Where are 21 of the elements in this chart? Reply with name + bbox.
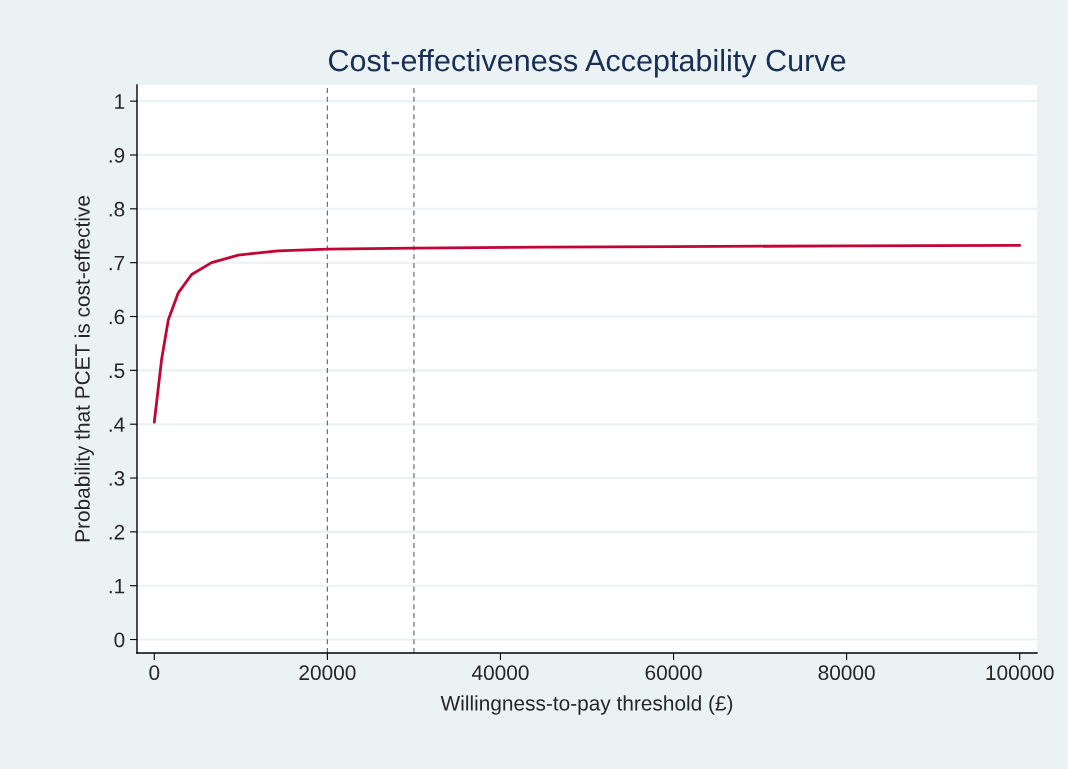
x-axis-title: Willingness-to-pay threshold (£) xyxy=(440,695,733,715)
y-tick-label: .4 xyxy=(109,417,125,432)
x-tick-label: 100000 xyxy=(986,665,1054,681)
y-axis-title: Probability that PCET is cost-effective xyxy=(74,196,94,542)
chart-title: Cost-effectiveness Acceptability Curve xyxy=(328,48,846,78)
line-series xyxy=(152,244,1022,424)
y-tick-label: 1 xyxy=(115,94,125,109)
y-tick-label: .6 xyxy=(109,309,125,325)
x-tick-label: 60000 xyxy=(645,665,702,681)
x-tick-label: 0 xyxy=(149,665,160,681)
x-tick-label: 80000 xyxy=(818,665,875,681)
y-tick-label: .1 xyxy=(109,578,125,594)
y-tick-label: .3 xyxy=(109,471,125,486)
x-tick-label: 40000 xyxy=(471,665,529,681)
x-tick-label: 20000 xyxy=(299,665,356,681)
y-tick-label: .5 xyxy=(109,363,125,379)
y-tick-label: .2 xyxy=(109,524,125,540)
y-tick-label: .8 xyxy=(109,201,125,217)
y-tick-label: .9 xyxy=(109,147,125,163)
y-tick-label: 0 xyxy=(114,632,125,648)
y-tick-label: .7 xyxy=(109,255,125,271)
